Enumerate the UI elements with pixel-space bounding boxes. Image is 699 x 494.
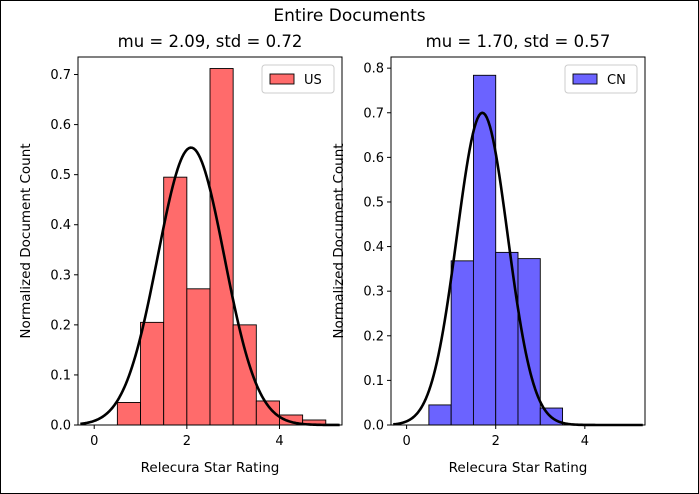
y-tick-label: 0.5 (363, 195, 384, 210)
legend-swatch (572, 73, 598, 85)
y-tick-label: 0.7 (50, 68, 71, 83)
histogram-bar (517, 258, 541, 426)
fit-curve (80, 146, 340, 427)
y-tick-label: 0.4 (363, 240, 384, 255)
axes-frame (77, 56, 343, 426)
x-tick-label: 0 (90, 434, 98, 449)
legend-box (564, 64, 638, 94)
y-axis-label: Normalized Document Count (331, 143, 347, 338)
histogram-bar (428, 404, 452, 426)
histogram-bar (116, 402, 141, 426)
y-tick-label: 0.5 (50, 168, 71, 183)
x-axis-label: Relecura Star Rating (141, 460, 280, 476)
y-tick-label: 0.3 (363, 285, 384, 300)
y-axis-label: Normalized Document Count (18, 143, 34, 338)
legend-label: US (304, 73, 322, 88)
histogram-bar (140, 321, 165, 426)
y-tick-label: 0.6 (363, 151, 384, 166)
histogram-bar (472, 74, 497, 426)
x-tick-label: 2 (492, 434, 500, 449)
panel-title: mu = 2.09, std = 0.72 (118, 32, 303, 51)
y-tick-label: 0.8 (363, 62, 384, 77)
x-tick-label: 4 (581, 434, 589, 449)
chart-panel-us: 0 2 4 0.0 0.1 0.2 0.3 0.4 0.5 0.6 0.7 mu = 2.09, st… (18, 32, 343, 476)
y-tick-label: 0.6 (50, 118, 71, 133)
legend-label: CN (607, 73, 626, 88)
y-tick-label: 0.2 (50, 318, 71, 333)
legend-swatch (269, 73, 295, 85)
figure-suptitle: Entire Documents (273, 6, 426, 26)
chart-panel-cn: 0 2 4 0.0 0.1 0.2 0.3 0.4 0.5 0.6 0.7 0.8 mu = 1.70,… (331, 32, 646, 476)
panel-title: mu = 1.70, std = 0.57 (426, 32, 611, 51)
x-tick-label: 0 (402, 434, 410, 449)
y-tick-label: 0.2 (363, 329, 384, 344)
x-tick-label: 4 (275, 434, 283, 449)
histogram-bar (450, 260, 474, 426)
x-tick-label: 2 (183, 434, 191, 449)
y-tick-label: 0.0 (363, 419, 384, 434)
axes-frame (390, 56, 646, 426)
y-tick-label: 0.1 (50, 368, 71, 383)
y-tick-label: 0.1 (363, 374, 384, 389)
legend-box (261, 64, 335, 94)
y-tick-label: 0.0 (50, 419, 71, 434)
y-tick-label: 0.4 (50, 218, 71, 233)
x-axis-label: Relecura Star Rating (449, 460, 588, 476)
y-tick-label: 0.7 (363, 106, 384, 121)
histogram-bar (186, 288, 211, 426)
y-tick-label: 0.3 (50, 268, 71, 283)
